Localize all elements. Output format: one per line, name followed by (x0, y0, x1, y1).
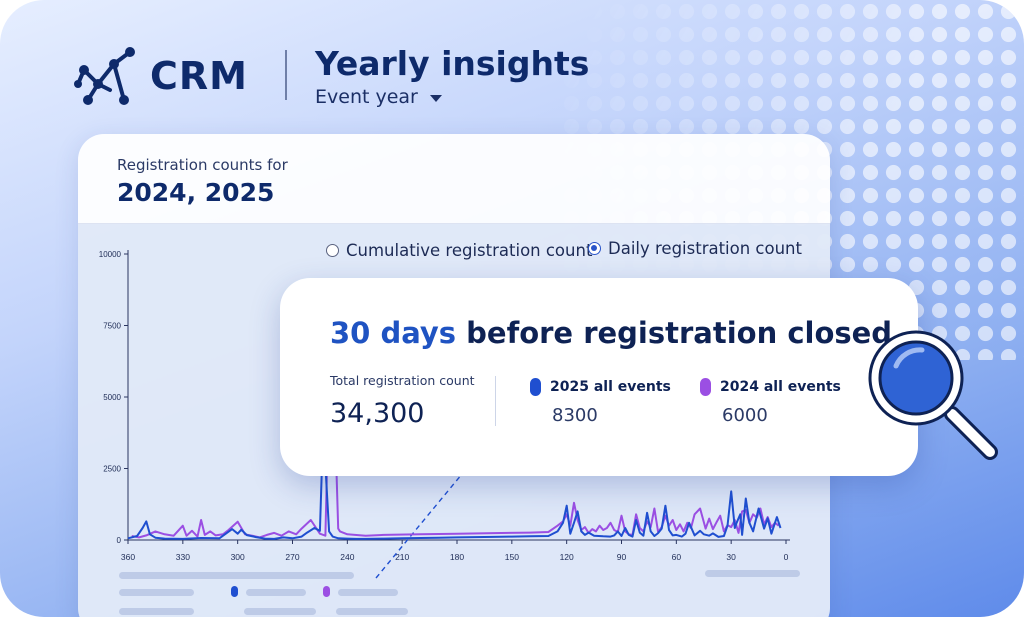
popup-headline-rest: before registration closed (456, 316, 893, 350)
legend-2024: 2024 all events (700, 378, 841, 396)
x-tick-label: 330 (176, 552, 190, 562)
legend-value-2025: 8300 (552, 405, 598, 426)
header-divider (285, 50, 287, 100)
event-year-select[interactable]: Event year (315, 86, 442, 108)
network-icon (74, 47, 135, 105)
placeholder-bar (119, 608, 194, 615)
x-tick-label: 60 (672, 552, 682, 562)
radio-cumulative[interactable]: Cumulative registration count (326, 241, 592, 260)
radio-daily[interactable]: Daily registration count (588, 239, 802, 258)
radio-cumulative-label: Cumulative registration count (346, 241, 593, 260)
page-title: Yearly insights (315, 44, 590, 83)
legend-marker-2025 (530, 378, 541, 396)
popup-headline-accent: 30 days (330, 316, 457, 350)
legend-marker-2024 (700, 378, 711, 396)
radio-daily-control[interactable] (588, 242, 601, 255)
series-marker-2024 (323, 586, 330, 597)
brand-name: CRM (150, 54, 248, 98)
placeholder-bar (705, 570, 800, 577)
card-divider (78, 223, 830, 224)
legend-value-2024: 6000 (722, 405, 768, 426)
x-tick-label: 150 (505, 552, 519, 562)
x-tick-label: 0 (784, 552, 789, 562)
popup-divider (495, 376, 496, 426)
chevron-down-icon (429, 94, 442, 102)
y-tick-label: 2500 (103, 465, 121, 474)
y-tick-label: 5000 (103, 393, 121, 402)
radio-cumulative-control[interactable] (326, 244, 339, 257)
x-tick-label: 120 (560, 552, 574, 562)
legend-label-2025: 2025 all events (550, 379, 671, 395)
y-tick-label: 0 (117, 536, 122, 545)
placeholder-bar (119, 572, 354, 579)
legend-label-2024: 2024 all events (720, 379, 841, 395)
radio-daily-label: Daily registration count (608, 239, 802, 258)
card-years: 2024, 2025 (117, 178, 275, 207)
y-tick-label: 10000 (99, 250, 122, 259)
y-tick-label: 7500 (103, 322, 121, 331)
brand-logo[interactable]: CRM (74, 44, 248, 108)
total-registration-value: 34,300 (330, 398, 425, 429)
popup-headline: 30 days before registration closed (330, 316, 892, 350)
placeholder-bar (244, 608, 316, 615)
insight-popup: 30 days before registration closed Total… (280, 278, 918, 476)
placeholder-bar (336, 608, 408, 615)
x-tick-label: 90 (617, 552, 627, 562)
x-tick-label: 240 (340, 552, 354, 562)
x-tick-label: 300 (231, 552, 245, 562)
legend-2025: 2025 all events (530, 378, 671, 396)
event-year-select-label: Event year (315, 86, 418, 108)
series-line-2025 (127, 401, 782, 540)
total-registration-label: Total registration count (330, 373, 475, 388)
x-tick-label: 270 (285, 552, 299, 562)
magnifier-icon (868, 330, 998, 460)
placeholder-bar (246, 589, 306, 596)
x-tick-label: 30 (726, 552, 736, 562)
x-tick-label: 180 (450, 552, 464, 562)
x-tick-label: 210 (395, 552, 409, 562)
placeholder-bar (119, 589, 194, 596)
card-subtitle: Registration counts for (117, 156, 288, 174)
x-tick-label: 360 (121, 552, 135, 562)
placeholder-bar (338, 589, 398, 596)
pointer-dashed-line (375, 473, 463, 579)
series-marker-2025 (231, 586, 238, 597)
